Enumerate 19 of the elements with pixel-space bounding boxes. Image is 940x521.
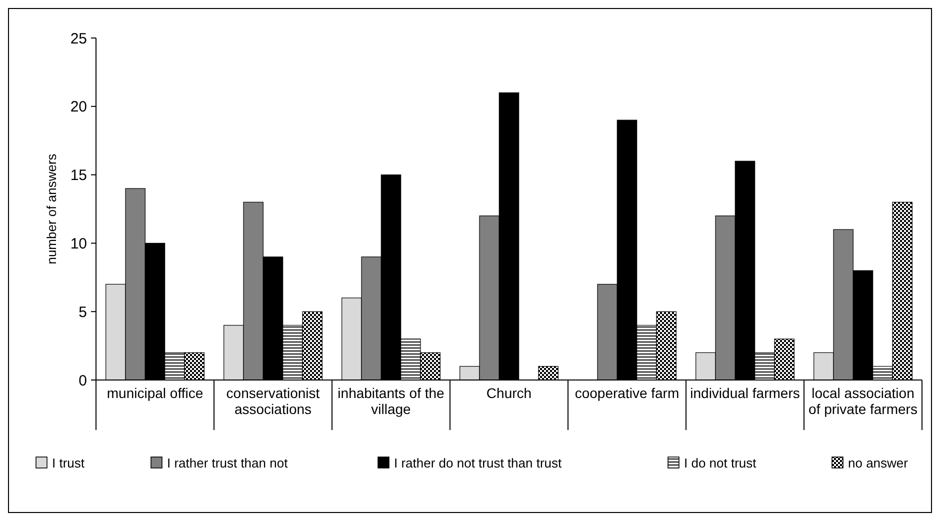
x-tick-label: individual farmers (690, 385, 800, 401)
x-tick-label: Church (486, 385, 532, 401)
y-tick-label: 20 (70, 98, 87, 116)
legend-label: I do not trust (684, 456, 757, 471)
legend-label: I trust (52, 456, 85, 471)
x-tick-label: municipal office (106, 385, 204, 401)
y-axis-title: number of answers (44, 153, 59, 264)
legend-label: I rather do not trust than trust (394, 456, 562, 471)
y-tick-label: 5 (78, 304, 87, 321)
x-tick-label: local association of private farmers (808, 385, 918, 417)
y-tick-label: 25 (70, 30, 87, 48)
x-tick-label: conservationist associations (226, 385, 320, 417)
y-tick-label: 10 (70, 235, 87, 252)
x-tick-label: cooperative farm (574, 385, 680, 401)
y-tick-label: 15 (70, 167, 87, 184)
legend-label: I rather trust than not (167, 456, 288, 471)
y-tick-label: 0 (78, 372, 87, 390)
x-tick-label: inhabitants of the village (338, 385, 445, 417)
legend-label: no answer (848, 456, 909, 471)
